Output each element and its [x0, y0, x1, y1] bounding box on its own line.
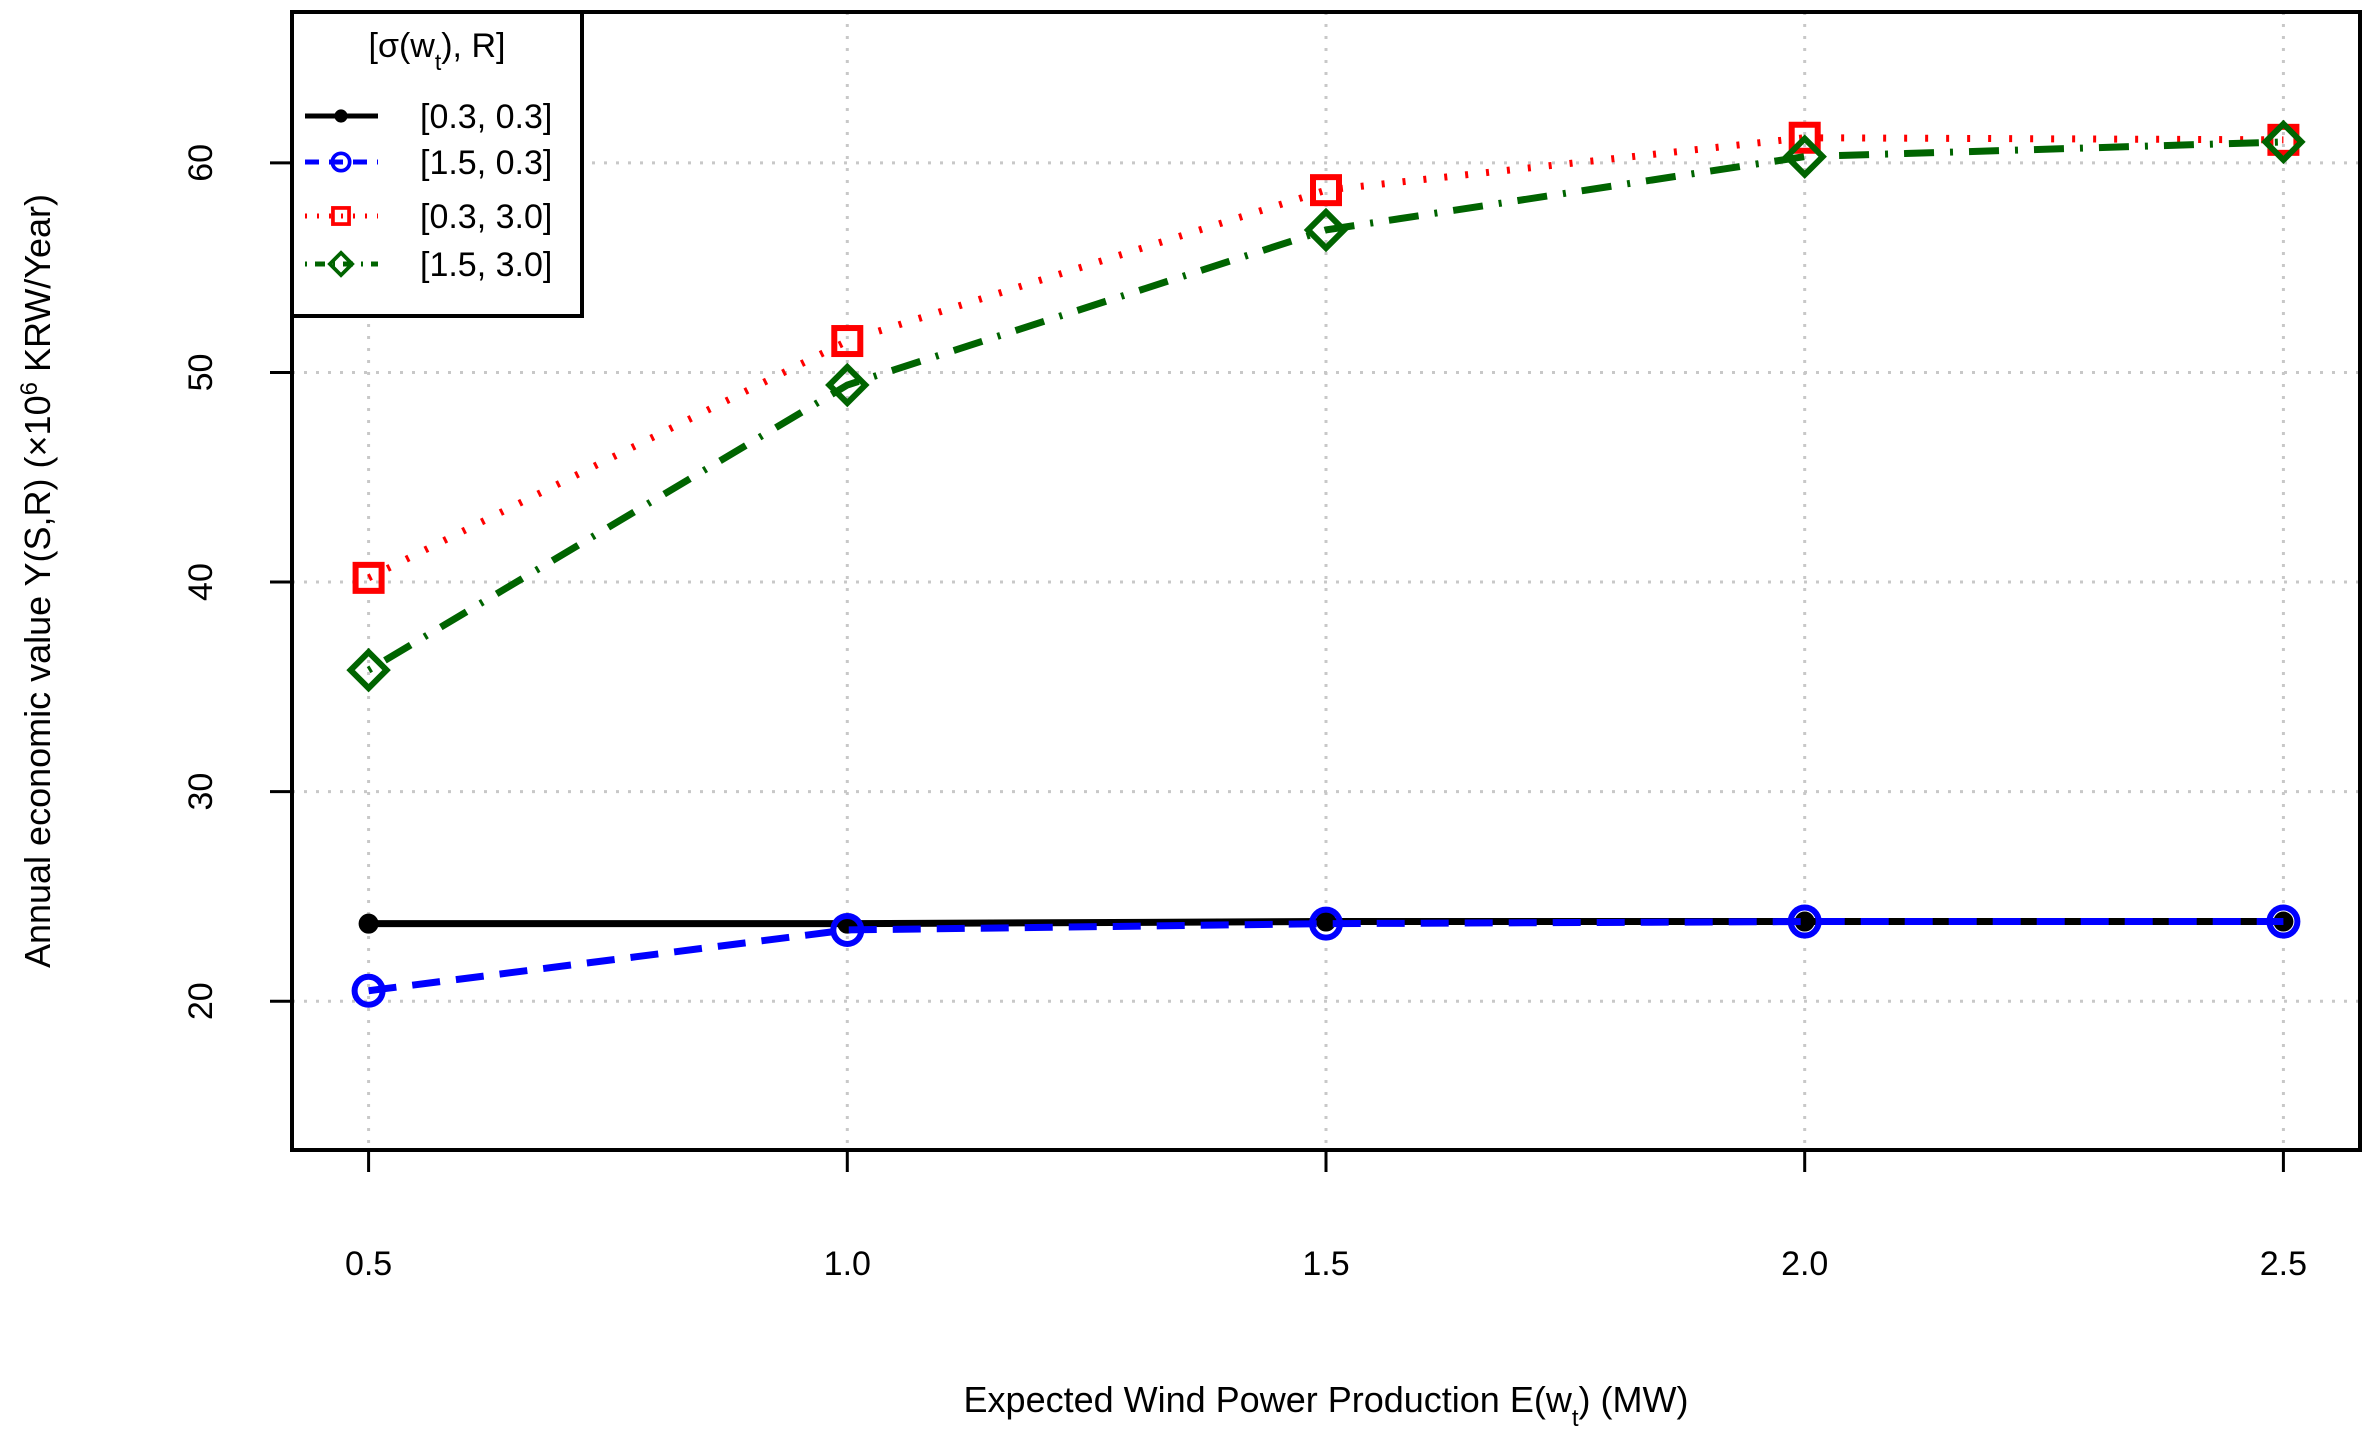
legend-swatch-marker [334, 109, 348, 123]
x-tick-label: 1.0 [824, 1245, 871, 1283]
x-axis: 0.5 1.0 1.5 2.0 2.5 [345, 1148, 2307, 1283]
legend-label: [1.5, 3.0] [420, 246, 552, 284]
legend-swatch-marker [327, 250, 355, 278]
legend-item: [1.5, 0.3] [305, 144, 552, 182]
legend-swatch-marker [331, 206, 351, 226]
series-3 [346, 119, 2306, 693]
legend-label: [1.5, 0.3] [420, 144, 552, 182]
y-tick-label: 60 [182, 144, 220, 182]
x-tick-label: 2.0 [1781, 1245, 1828, 1283]
y-tick-label: 20 [182, 982, 220, 1020]
x-tick-label: 1.5 [1302, 1245, 1349, 1283]
legend-title: [σ(wt), R] [369, 27, 506, 75]
grid-layer [292, 12, 2360, 1150]
data-point [1787, 904, 1822, 939]
x-axis-title: Expected Wind Power Production E(wt) (MW… [964, 1379, 1689, 1432]
data-point [2266, 904, 2301, 939]
data-point [830, 912, 865, 947]
y-tick-label: 50 [182, 354, 220, 392]
y-axis: 20 30 40 50 60 [182, 144, 294, 1020]
data-point [1309, 906, 1343, 941]
legend-item: [0.3, 3.0] [305, 198, 552, 236]
data-point [831, 325, 864, 358]
y-tick-label: 30 [182, 773, 220, 811]
data-point [1303, 207, 1349, 253]
legend: [σ(wt), R] [0.3, 0.3] [1.5, 0.3] [0.3, 3.0… [290, 10, 584, 318]
series-line [366, 138, 2284, 674]
data-point [1310, 174, 1342, 207]
data-point [1782, 134, 1827, 179]
legend-item: [0.3, 0.3] [305, 98, 552, 136]
y-tick-label: 40 [182, 563, 220, 601]
legend-label: [0.3, 3.0] [420, 198, 552, 236]
data-point [1316, 911, 1336, 932]
x-tick-label: 0.5 [345, 1245, 392, 1283]
series-layer [346, 119, 2306, 1008]
y-axis-title: Annual economic value Y(S,R) (×106 KRW/Y… [16, 194, 59, 968]
x-tick-label: 2.5 [2260, 1245, 2307, 1283]
series-line [368, 918, 2284, 995]
data-point [825, 362, 870, 408]
series-1 [351, 904, 2301, 1008]
legend-item: [1.5, 3.0] [305, 246, 552, 284]
data-point [358, 913, 379, 934]
data-point [346, 647, 391, 693]
data-point [1788, 121, 1821, 154]
legend-swatch-marker [330, 151, 352, 173]
data-point [352, 561, 385, 594]
data-point [351, 973, 386, 1008]
legend-label: [0.3, 0.3] [420, 98, 552, 136]
data-point [2261, 119, 2306, 165]
